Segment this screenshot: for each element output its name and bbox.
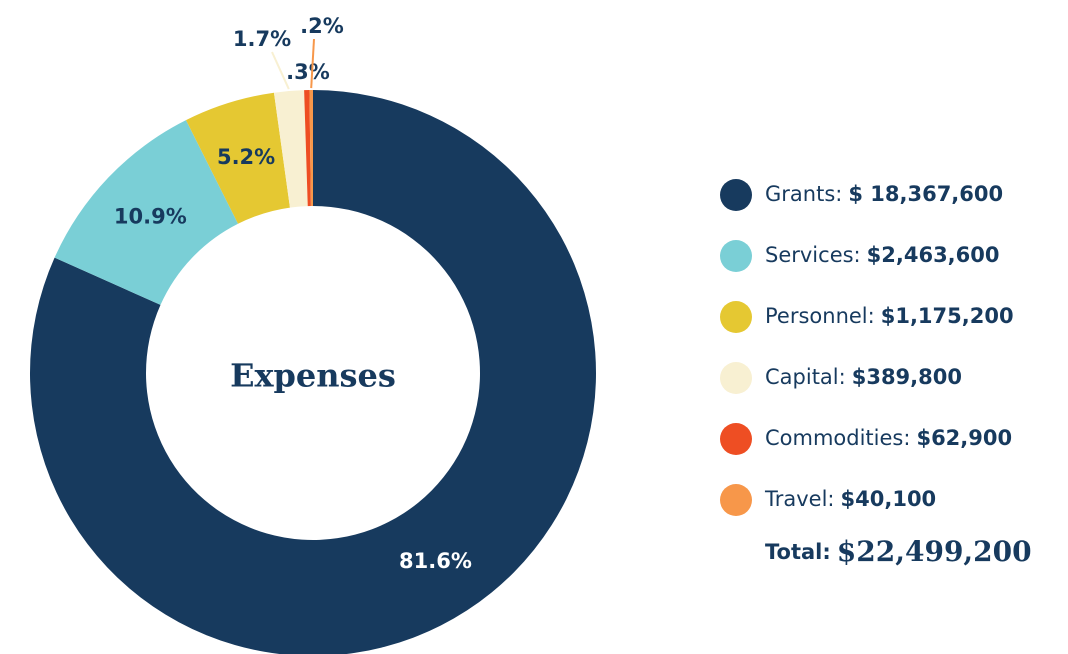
value-label: .2% [300,14,344,38]
donut-segment [54,120,239,305]
legend-entry: Travel: $40,100 [764,487,936,511]
leader-line [310,38,315,89]
legend-name: Personnel: [765,304,875,328]
legend-value: $389,800 [852,365,962,389]
legend-value: $62,900 [916,426,1012,450]
legend-value: $ 18,367,600 [848,182,1003,206]
value-label: 5.2% [217,145,275,169]
total-value: $22,499,200 [837,535,1032,568]
donut-segment [30,90,596,654]
legend-swatch [720,484,752,516]
donut-segment [273,90,308,208]
legend-entry: Grants: $ 18,367,600 [765,182,1003,206]
legend-swatch [720,362,752,394]
total-label: Total: [765,540,831,564]
leader-line [271,51,290,90]
center-label: Expenses [230,357,396,395]
value-label: 81.6% [399,549,472,573]
value-label: 1.7% [233,27,291,51]
value-label: 10.9% [114,205,187,229]
legend-entry: Capital: $389,800 [765,365,962,389]
legend-entry: Personnel: $1,175,200 [765,304,1014,328]
legend-value: $1,175,200 [881,304,1014,328]
legend-name: Grants: [765,182,842,206]
legend-swatch [720,240,752,272]
legend-name: Capital: [765,365,846,389]
value-label: .3% [286,60,330,84]
legend-swatch [720,423,752,455]
donut-segment [309,90,313,207]
legend-name: Commodities: [765,426,910,450]
legend-entry: Services: $2,463,600 [765,243,1000,267]
legend-name: Travel: [764,487,835,511]
legend-swatch [720,301,752,333]
legend-value: $40,100 [841,487,937,511]
donut-segment [304,90,311,207]
legend-entry: Commodities: $62,900 [765,426,1012,450]
donut-segment [185,92,290,224]
legend-name: Services: [765,243,861,267]
legend-value: $2,463,600 [867,243,1000,267]
total: Total: $22,499,200 [765,535,1032,568]
legend-swatch [720,179,752,211]
